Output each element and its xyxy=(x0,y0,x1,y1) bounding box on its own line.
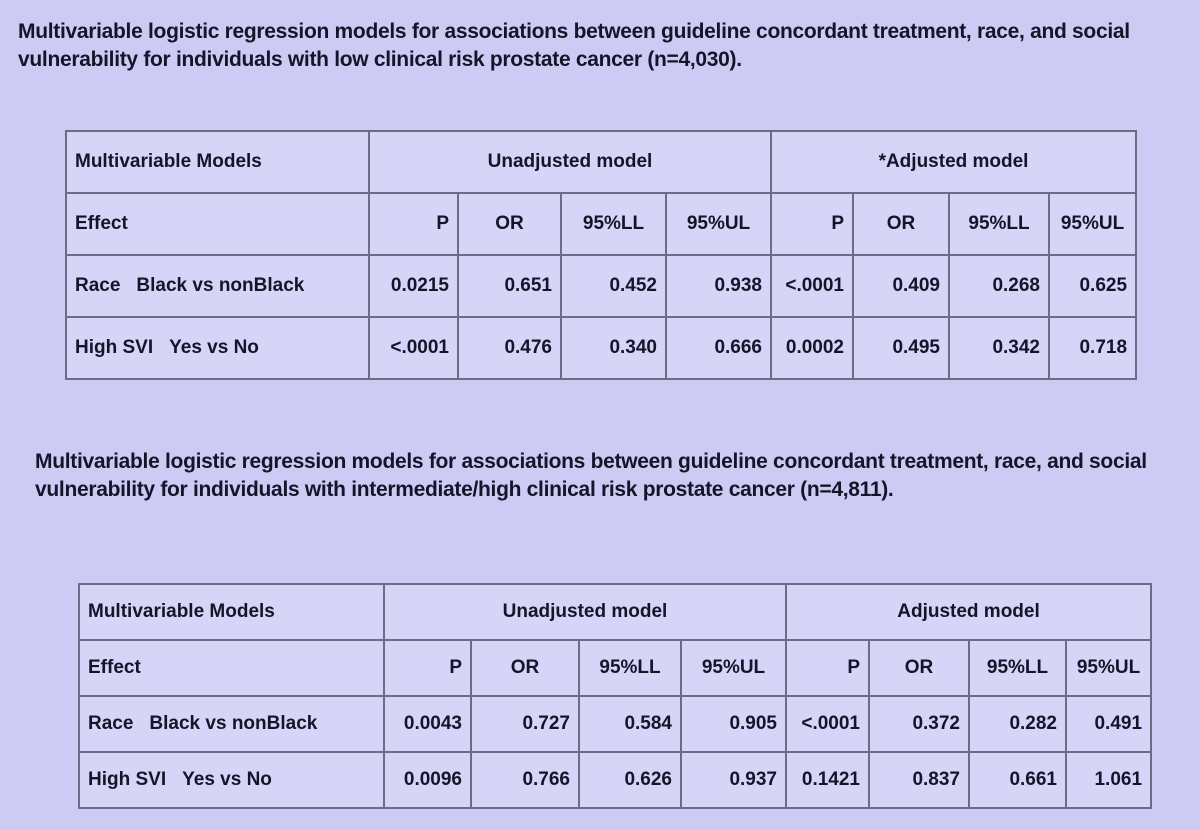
column-header: OR xyxy=(470,639,580,697)
value-cell: 0.584 xyxy=(578,695,682,753)
results-table: Multivariable Models Unadjusted model *Adj… xyxy=(65,130,1138,380)
value-cell: 0.727 xyxy=(470,695,580,753)
header-row: Multivariable Models Unadjusted model *Adj… xyxy=(65,130,1138,194)
value-cell: 0.766 xyxy=(470,751,580,809)
row-label: High SVI Yes vs No xyxy=(78,751,385,809)
value-cell: 0.0096 xyxy=(383,751,472,809)
effect-contrast: Black vs nonBlack xyxy=(136,275,305,296)
effect-name: Race xyxy=(88,713,134,734)
value-cell: 0.938 xyxy=(665,254,772,318)
value-cell: 0.340 xyxy=(560,316,667,380)
model-header: Unadjusted model xyxy=(383,583,787,641)
column-header: 95%UL xyxy=(665,192,772,256)
value-cell: 0.491 xyxy=(1064,695,1153,753)
column-header: Effect xyxy=(65,192,370,256)
column-row: Effect P OR 95%LL 95%UL P OR 95%LL 95%UL xyxy=(65,192,1138,256)
value-cell: 0.282 xyxy=(968,695,1067,753)
model-header: *Adjusted model xyxy=(769,130,1138,194)
column-header: P xyxy=(383,639,472,697)
model-header: Adjusted model xyxy=(784,583,1153,641)
model-header: Unadjusted model xyxy=(368,130,772,194)
value-cell: 0.837 xyxy=(868,751,970,809)
value-cell: 0.268 xyxy=(948,254,1050,318)
value-cell: 0.409 xyxy=(852,254,950,318)
data-row: Race Black vs nonBlack 0.0215 0.651 0.452 0.9… xyxy=(65,254,1138,318)
value-cell: 1.061 xyxy=(1064,751,1153,809)
column-row: Effect P OR 95%LL 95%UL P OR 95%LL 95%UL xyxy=(78,639,1153,697)
column-header: 95%LL xyxy=(948,192,1050,256)
row-label: High SVI Yes vs No xyxy=(65,316,370,380)
column-header: OR xyxy=(457,192,562,256)
value-cell: 0.651 xyxy=(457,254,562,318)
row-label: Race Black vs nonBlack xyxy=(78,695,385,753)
data-row: High SVI Yes vs No <.0001 0.476 0.340 0.666 0.… xyxy=(65,316,1138,380)
value-cell: 0.626 xyxy=(578,751,682,809)
effect-name: High SVI xyxy=(88,769,167,790)
value-cell: 0.937 xyxy=(680,751,787,809)
value-cell: 0.0043 xyxy=(383,695,472,753)
column-header: 95%LL xyxy=(968,639,1067,697)
value-cell: 0.625 xyxy=(1047,254,1138,318)
results-table: Multivariable Models Unadjusted model Adju… xyxy=(78,583,1153,809)
effect-name: Race xyxy=(75,275,121,296)
effect-contrast: Yes vs No xyxy=(182,769,272,790)
value-cell: 0.905 xyxy=(680,695,787,753)
column-header: Effect xyxy=(78,639,385,697)
table-caption: Multivariable logistic regression models… xyxy=(18,20,1130,71)
effect-name: High SVI xyxy=(75,337,154,358)
column-header: 95%UL xyxy=(680,639,787,697)
data-row: Race Black vs nonBlack 0.0043 0.727 0.584 0.9… xyxy=(78,695,1153,753)
column-header: OR xyxy=(868,639,970,697)
effect-contrast: Yes vs No xyxy=(169,337,259,358)
column-header: 95%UL xyxy=(1047,192,1138,256)
header-label: Multivariable Models xyxy=(78,583,385,641)
column-header: 95%LL xyxy=(560,192,667,256)
value-cell: 0.661 xyxy=(968,751,1067,809)
value-cell: 0.452 xyxy=(560,254,667,318)
column-header: OR xyxy=(852,192,950,256)
value-cell: 0.666 xyxy=(665,316,772,380)
value-cell: 0.476 xyxy=(457,316,562,380)
row-label: Race Black vs nonBlack xyxy=(65,254,370,318)
header-label: Multivariable Models xyxy=(65,130,370,194)
column-header: P xyxy=(785,639,870,697)
column-header: 95%UL xyxy=(1064,639,1153,697)
value-cell: <.0001 xyxy=(368,316,459,380)
value-cell: 0.372 xyxy=(868,695,970,753)
value-cell: 0.0215 xyxy=(368,254,459,318)
header-row: Multivariable Models Unadjusted model Adju… xyxy=(78,583,1153,641)
value-cell: 0.495 xyxy=(852,316,950,380)
value-cell: 0.718 xyxy=(1047,316,1138,380)
column-header: 95%LL xyxy=(578,639,682,697)
value-cell: 0.0002 xyxy=(770,316,854,380)
column-header: P xyxy=(368,192,459,256)
effect-contrast: Black vs nonBlack xyxy=(149,713,318,734)
data-row: High SVI Yes vs No 0.0096 0.766 0.626 0.937 0.… xyxy=(78,751,1153,809)
column-header: P xyxy=(770,192,854,256)
table-caption: Multivariable logistic regression models… xyxy=(35,450,1147,501)
value-cell: 0.1421 xyxy=(785,751,870,809)
value-cell: <.0001 xyxy=(770,254,854,318)
value-cell: <.0001 xyxy=(785,695,870,753)
value-cell: 0.342 xyxy=(948,316,1050,380)
